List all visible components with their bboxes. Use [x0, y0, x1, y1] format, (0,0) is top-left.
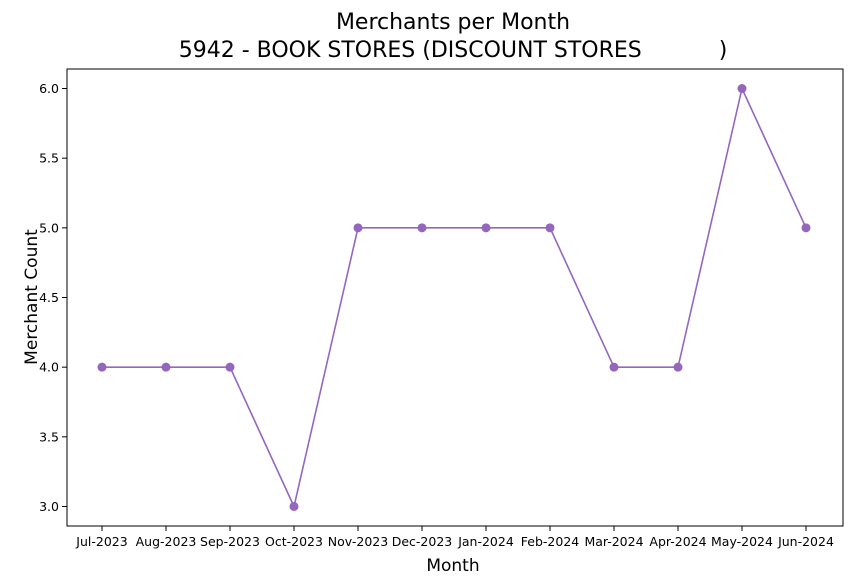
x-tick-label: Feb-2024: [521, 534, 580, 549]
x-axis: Jul-2023 Aug-2023 Sep-2023 Oct-2023 Nov-2023…: [75, 526, 834, 549]
x-tick-label: Apr-2024: [649, 534, 706, 549]
data-point: [545, 223, 555, 233]
x-tick-label: Nov-2023: [328, 534, 388, 549]
data-point: [481, 223, 491, 233]
x-tick-label: Jul-2023: [75, 534, 127, 549]
plot-area: [66, 68, 844, 527]
x-tick-label: Sep-2023: [200, 534, 260, 549]
x-tick-label: Dec-2023: [392, 534, 453, 549]
data-point: [225, 362, 235, 372]
y-axis: 3.0 3.5 4.0 4.5 5.0 5.5 6.0: [39, 81, 67, 514]
data-point: [161, 362, 171, 372]
x-tick-label: Mar-2024: [584, 534, 643, 549]
x-tick-label: Jun-2024: [777, 534, 834, 549]
y-tick-label: 6.0: [39, 81, 59, 96]
data-point: [289, 501, 299, 511]
y-tick-label: 4.5: [39, 290, 59, 305]
y-tick-label: 3.0: [39, 499, 59, 514]
data-point: [97, 362, 107, 372]
x-axis-label: Month: [426, 556, 479, 576]
y-tick-label: 5.0: [39, 220, 59, 235]
chart-title: Merchants per Month: [336, 10, 570, 35]
chart-subtitle: 5942 - BOOK STORES (DISCOUNT STORES ): [179, 38, 728, 63]
data-point: [801, 223, 811, 233]
x-tick-label: Aug-2023: [136, 534, 197, 549]
y-tick-label: 3.5: [39, 429, 59, 444]
data-point: [609, 362, 619, 372]
series-merchant-count: [97, 84, 811, 511]
series-line: [102, 86, 807, 509]
x-tick-label: May-2024: [711, 534, 773, 549]
data-point: [353, 223, 363, 233]
x-tick-label: Jan-2024: [457, 534, 514, 549]
data-point: [737, 84, 747, 94]
y-axis-label: Merchant Count: [22, 229, 42, 365]
x-tick-label: Oct-2023: [265, 534, 323, 549]
data-point: [417, 223, 427, 233]
data-point: [673, 362, 683, 372]
y-tick-label: 5.5: [39, 151, 59, 166]
y-tick-label: 4.0: [39, 360, 59, 375]
